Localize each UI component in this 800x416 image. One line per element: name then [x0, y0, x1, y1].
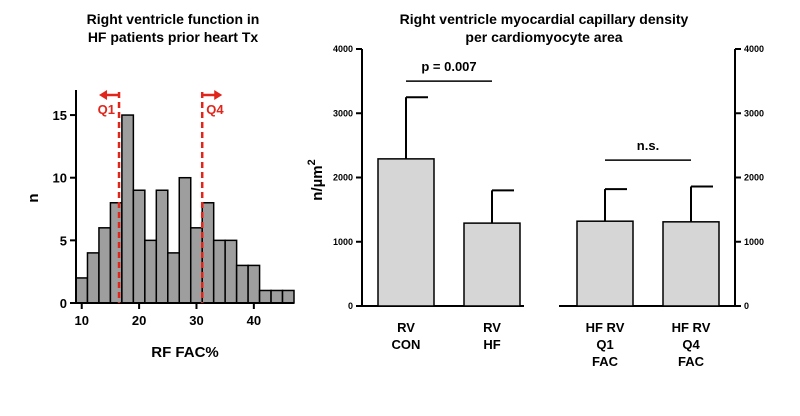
bar-chart-axes: 0 0 1000 1000 2000 2000 3000 3000 4000 4000	[333, 44, 764, 311]
histogram-bar	[189, 227, 203, 304]
bar-chart: Right ventricle myocardial capillary den…	[306, 11, 764, 369]
bar-chart-right-y-tick-label: 4000	[744, 44, 764, 54]
histogram-bar	[212, 239, 226, 304]
histogram-y-axis-label: n	[25, 193, 42, 202]
category-label-2-line-1: RV	[483, 320, 501, 335]
histogram-x-tick-label: 10	[75, 313, 89, 328]
histogram-x-tick-label: 20	[132, 313, 146, 328]
histogram-bar	[121, 114, 135, 304]
category-label-4-line-3: FAC	[678, 354, 705, 369]
bar-chart-bars	[377, 96, 720, 307]
category-label-4-line-1: HF RV	[672, 320, 711, 335]
bar-1	[377, 158, 435, 307]
histogram-bar	[132, 189, 146, 304]
histogram-title-line-2: HF patients prior heart Tx	[88, 29, 259, 45]
histogram-bar	[167, 252, 181, 304]
histogram-bar	[201, 202, 215, 304]
histogram-bar	[235, 264, 249, 304]
histogram-title-line-1: Right ventricle function in	[87, 11, 260, 27]
histogram-x-axis-label: RF FAC%	[151, 344, 219, 361]
histogram-x-tick-label: 30	[189, 313, 203, 328]
bar-chart-right-y-tick-label: 0	[744, 301, 749, 311]
bar-chart-title-line-1: Right ventricle myocardial capillary den…	[400, 11, 689, 27]
bar-chart-right-y-tick-label: 2000	[744, 173, 764, 183]
histogram-bar	[270, 289, 284, 304]
bar-chart-category-labels: RV CON RV HF HF RV Q1 FAC HF RV Q4 FAC	[392, 320, 711, 369]
bar-chart-left-y-tick-label: 2000	[333, 173, 353, 183]
bar-chart-y-axis-label-superscript: 2	[306, 159, 318, 165]
histogram-bar	[258, 289, 272, 304]
bar-chart-y-axis-label-text: n/µm	[309, 165, 326, 200]
marker-q1-arrow-head	[99, 90, 108, 100]
bar-chart-left-y-tick-label: 4000	[333, 44, 353, 54]
bar-chart-y-axis-label: n/µm2	[306, 159, 326, 200]
histogram-bar	[86, 252, 100, 304]
bar-3	[576, 220, 634, 307]
category-label-3-line-3: FAC	[592, 354, 619, 369]
histogram-bar	[281, 289, 295, 304]
histogram-bar	[247, 264, 261, 304]
bar-chart-left-y-tick-label: 3000	[333, 108, 353, 118]
histogram-y-tick-label: 5	[60, 233, 67, 248]
category-label-3-line-1: HF RV	[586, 320, 625, 335]
category-label-4-line-2: Q4	[682, 337, 700, 352]
category-label-1-line-1: RV	[397, 320, 415, 335]
bar-chart-right-y-tick-label: 3000	[744, 108, 764, 118]
category-label-1-line-2: CON	[392, 337, 421, 352]
histogram-bar	[178, 176, 192, 304]
histogram-bars	[75, 114, 295, 304]
bar-chart-title-line-2: per cardiomyocyte area	[465, 29, 622, 45]
histogram-bar	[75, 277, 89, 304]
bar-chart-comparisons: p = 0.007 n.s.	[406, 59, 691, 161]
histogram-y-tick-label: 0	[60, 296, 67, 311]
marker-q1-label: Q1	[98, 102, 115, 117]
histogram-bar	[144, 239, 158, 304]
histogram-y-tick-label: 15	[53, 108, 67, 123]
histogram-x-tick-label: 40	[247, 313, 261, 328]
histogram-bar	[98, 227, 112, 304]
bar-chart-right-y-tick-label: 1000	[744, 237, 764, 247]
histogram-markers: Q1 Q4	[98, 90, 224, 303]
marker-q4-label: Q4	[206, 102, 224, 117]
histogram-y-tick-label: 10	[53, 171, 67, 186]
category-label-2-line-2: HF	[483, 337, 500, 352]
marker-q4-arrow-head	[214, 90, 223, 100]
bar-chart-left-y-tick-label: 0	[348, 301, 353, 311]
histogram-axes: 0 5 10 15 10 20 30 40	[53, 90, 294, 328]
comparison-label-2: n.s.	[637, 138, 659, 153]
bar-2	[463, 222, 521, 307]
category-label-3-line-2: Q1	[596, 337, 613, 352]
histogram-chart: Right ventricle function in HF patients …	[25, 11, 295, 361]
histogram-bar	[155, 189, 169, 304]
histogram-bar	[224, 239, 238, 304]
comparison-label-1: p = 0.007	[421, 59, 476, 74]
bar-4	[662, 221, 720, 307]
bar-chart-left-y-tick-label: 1000	[333, 237, 353, 247]
